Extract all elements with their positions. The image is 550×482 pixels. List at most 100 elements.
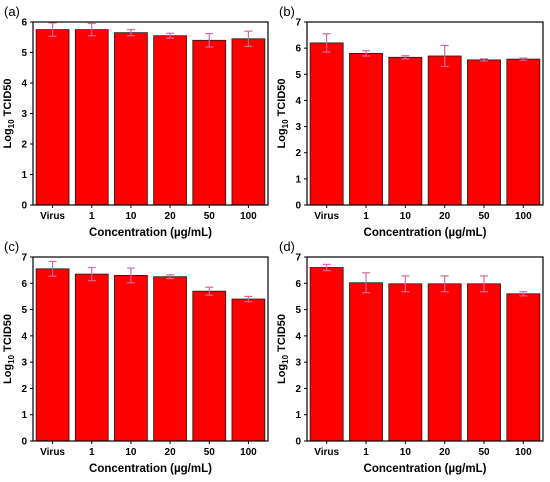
x-tick-label: 1: [363, 447, 369, 458]
bar: [427, 55, 462, 206]
bar: [388, 56, 423, 206]
bar: [192, 290, 227, 442]
x-tick-label: 100: [240, 447, 257, 458]
bar: [467, 59, 501, 206]
x-tick-label: 50: [478, 447, 490, 458]
y-tick-label: 5: [295, 305, 301, 316]
bar: [506, 293, 541, 442]
x-axis-label: Concentration (µg/mL): [89, 227, 212, 239]
plot-frame: [32, 21, 269, 206]
y-tick-label: 0: [295, 201, 301, 212]
bar: [427, 283, 462, 442]
y-tick-label: 6: [295, 44, 301, 55]
y-tick-label: 1: [21, 410, 27, 421]
plot-frame: [306, 21, 544, 206]
plot-frame: [306, 256, 544, 442]
y-tick-label: 2: [21, 140, 27, 151]
x-tick-label: 20: [165, 211, 177, 222]
y-tick-label: 3: [295, 358, 301, 369]
x-tick-label: 10: [400, 447, 412, 458]
panel-tag: (d): [279, 239, 295, 254]
y-tick-label: 4: [21, 79, 27, 90]
bar: [35, 268, 70, 442]
x-tick-label: 10: [400, 211, 412, 222]
bar: [153, 35, 187, 206]
x-tick-label: 100: [515, 211, 532, 222]
y-tick-label: 5: [21, 305, 27, 316]
x-tick-label: 50: [478, 211, 490, 222]
x-tick-label: 50: [204, 447, 216, 458]
bar: [114, 32, 148, 206]
x-axis-label: Concentration (µg/mL): [364, 227, 487, 239]
y-axis-label: Log10 TCID50: [276, 78, 290, 148]
panel-tag: (a): [4, 4, 20, 19]
bar: [506, 58, 541, 206]
y-tick-label: 5: [21, 48, 27, 59]
y-tick-label: 3: [21, 358, 27, 369]
bar: [74, 273, 109, 442]
bar: [388, 283, 423, 442]
y-tick-label: 1: [295, 174, 301, 185]
y-tick-label: 3: [21, 109, 27, 120]
bar: [192, 39, 227, 206]
bar: [349, 282, 383, 442]
panel-d: (d) Virus 1 10 20 50 100 0 1 2 3 4 5 6 7 Concentration …: [276, 239, 544, 475]
panel-tag: (b): [279, 4, 295, 19]
panel-tag: (c): [4, 239, 19, 254]
x-tick-label: 20: [439, 211, 451, 222]
y-tick-label: 4: [295, 331, 301, 342]
x-tick-label: 1: [89, 447, 95, 458]
panel-c: (c) Virus 1 10 20 50 100 0 1 2 3 4 5 6 7 Concentration …: [2, 239, 269, 475]
panel-a: (a) Virus 1 10 20 50 100 0 1 2 3 4 5 6 Concentration (…: [2, 4, 269, 239]
y-tick-label: 7: [295, 253, 301, 264]
y-tick-label: 5: [295, 70, 301, 81]
y-tick-label: 1: [295, 410, 301, 421]
y-tick-label: 4: [21, 331, 27, 342]
bar: [467, 283, 501, 442]
y-tick-label: 2: [295, 148, 301, 159]
y-tick-label: 6: [21, 279, 27, 290]
y-tick-label: 0: [21, 201, 27, 212]
y-axis-label: Log10 TCID50: [276, 314, 290, 384]
x-axis-label: Concentration (µg/mL): [364, 463, 487, 475]
y-tick-label: 3: [295, 122, 301, 133]
x-tick-label: Virus: [314, 211, 339, 222]
y-tick-label: 0: [21, 437, 27, 448]
bar: [231, 298, 266, 442]
bar: [309, 267, 344, 442]
x-tick-label: 20: [165, 447, 177, 458]
x-tick-label: 100: [515, 447, 532, 458]
y-tick-label: 2: [21, 384, 27, 395]
x-tick-label: 10: [125, 211, 137, 222]
y-tick-label: 6: [295, 279, 301, 290]
y-axis-label: Log10 TCID50: [2, 78, 16, 148]
y-tick-label: 1: [21, 170, 27, 181]
y-tick-label: 2: [295, 384, 301, 395]
x-tick-label: 1: [89, 211, 95, 222]
y-tick-label: 0: [295, 437, 301, 448]
y-tick-label: 6: [21, 18, 27, 29]
y-tick-label: 4: [295, 96, 301, 107]
bar: [231, 38, 266, 206]
bar: [74, 29, 109, 206]
bar: [153, 276, 187, 442]
x-tick-label: 20: [439, 447, 451, 458]
y-axis-label: Log10 TCID50: [2, 314, 16, 384]
bar: [35, 29, 70, 206]
y-tick-label: 7: [295, 18, 301, 29]
x-tick-label: Virus: [314, 447, 339, 458]
x-tick-label: Virus: [40, 447, 65, 458]
bar: [114, 274, 148, 442]
y-tick-label: 7: [21, 253, 27, 264]
bar: [349, 52, 383, 206]
panel-b: (b) Virus 1 10 20 50 100 0 1 2 3 4 5 6 7 Concentration …: [276, 4, 544, 239]
x-tick-label: 1: [363, 211, 369, 222]
bar: [309, 42, 344, 206]
x-tick-label: 50: [204, 211, 216, 222]
x-tick-label: 100: [240, 211, 257, 222]
x-axis-label: Concentration (µg/mL): [89, 463, 212, 475]
x-tick-label: Virus: [40, 211, 65, 222]
x-tick-label: 10: [125, 447, 137, 458]
plot-frame: [32, 256, 269, 442]
